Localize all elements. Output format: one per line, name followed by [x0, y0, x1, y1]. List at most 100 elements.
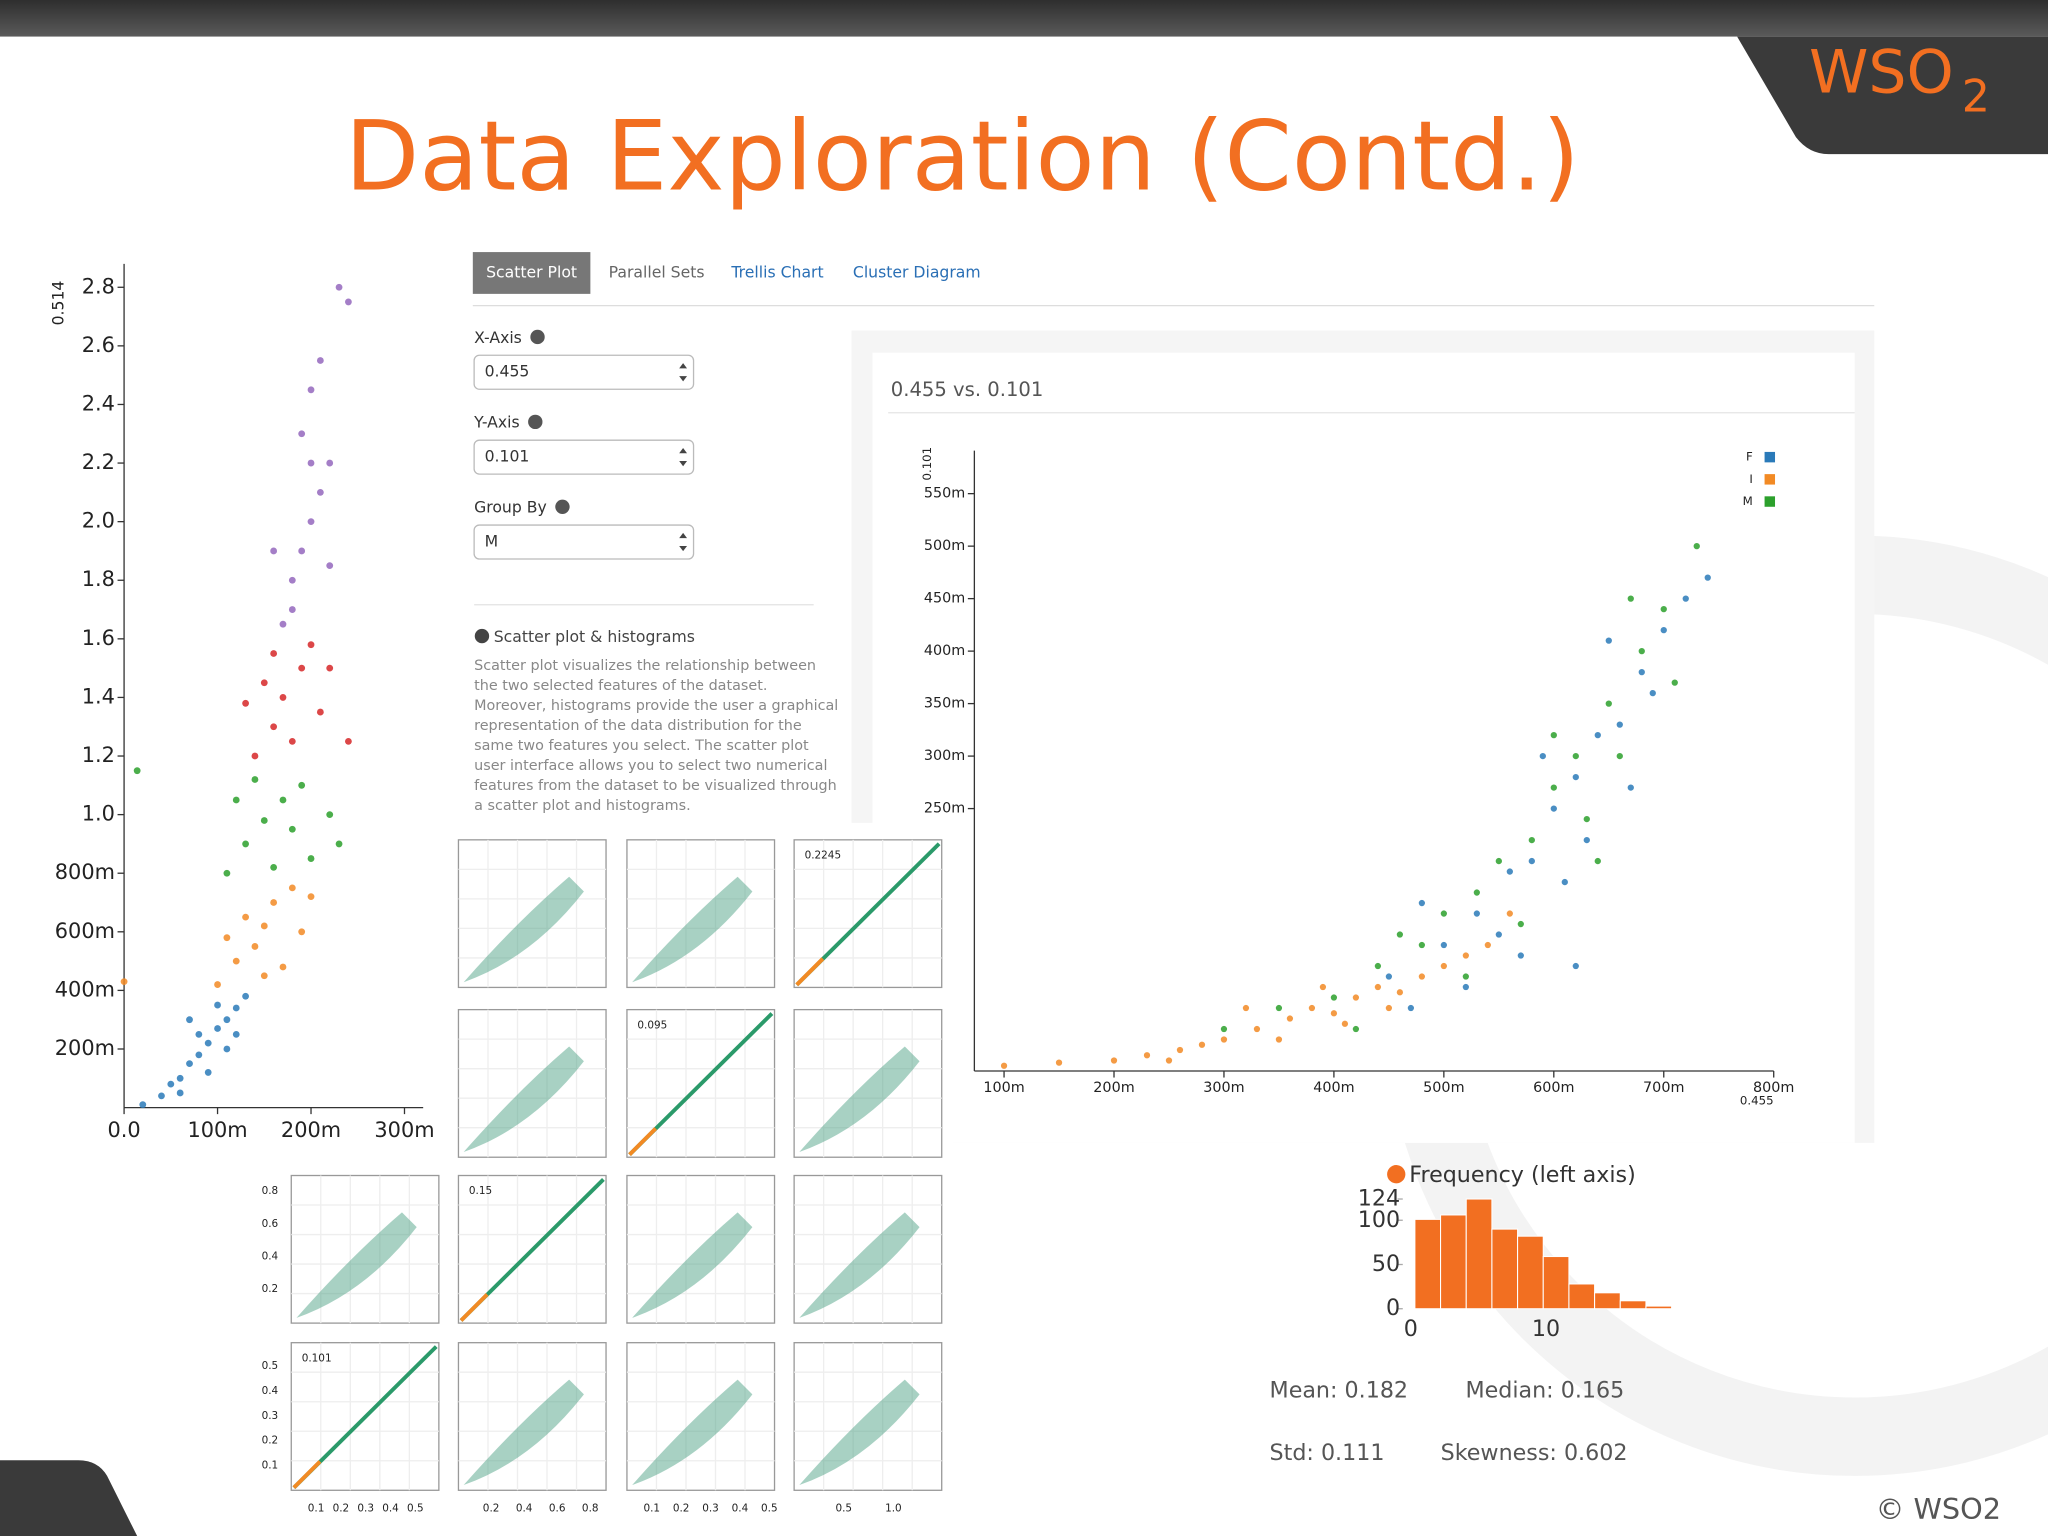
matrix-x-tick: 0.6	[549, 1503, 566, 1515]
active-tab[interactable]	[472, 252, 591, 294]
point	[316, 708, 324, 716]
select-value[interactable]: M	[485, 532, 499, 551]
chart-title: 0.455 vs. 0.101	[891, 378, 1044, 401]
point	[1682, 595, 1689, 602]
point	[288, 576, 296, 584]
panel-label: 0.2245	[805, 850, 842, 862]
point	[242, 992, 249, 1000]
point	[307, 459, 315, 467]
matrix-x-tick: 0.1	[643, 1503, 660, 1515]
matrix-x-tick: 1.0	[885, 1503, 902, 1515]
point	[1352, 994, 1360, 1001]
point	[307, 518, 315, 526]
point	[260, 972, 268, 980]
point	[1143, 1052, 1151, 1059]
point	[1561, 878, 1568, 886]
point	[1660, 626, 1667, 634]
tab[interactable]: Cluster Diagram	[853, 262, 981, 281]
point	[186, 1060, 193, 1068]
point	[232, 1030, 240, 1038]
point	[1374, 983, 1382, 991]
point	[1308, 1004, 1316, 1012]
point	[326, 811, 334, 819]
point	[1550, 731, 1557, 739]
y-axis-label: 0.101	[920, 447, 934, 481]
point	[232, 1004, 240, 1012]
point	[176, 1089, 184, 1097]
select-box[interactable]	[473, 354, 695, 390]
point	[133, 767, 141, 775]
point	[279, 620, 287, 628]
tab[interactable]: Scatter Plot	[486, 262, 577, 281]
slide-title: Data Exploration (Contd.)	[345, 100, 1580, 213]
info-line: same two features you select. The scatte…	[474, 738, 809, 754]
panel-label: 0.095	[637, 1019, 667, 1031]
bar	[1440, 1214, 1467, 1310]
matrix-y-tick: 0.5	[262, 1360, 279, 1372]
point	[307, 893, 315, 901]
legend-label[interactable]: Frequency (left axis)	[1409, 1162, 1635, 1188]
point	[232, 796, 240, 804]
point	[232, 957, 240, 965]
select-box[interactable]	[473, 524, 695, 560]
point	[279, 963, 287, 971]
logo-tab	[1737, 36, 2048, 155]
matrix-y-tick: 0.2	[262, 1435, 279, 1447]
select-box[interactable]	[473, 439, 695, 475]
panel-cloud	[799, 1379, 920, 1486]
y-tick-label: 350m	[924, 696, 965, 712]
tab[interactable]: Parallel Sets	[609, 262, 705, 281]
select-value[interactable]: 0.101	[485, 447, 530, 466]
point	[298, 781, 306, 789]
point	[242, 840, 249, 848]
x-tick-label: 0.0	[107, 1118, 140, 1142]
matrix-y-tick: 0.1	[262, 1459, 279, 1471]
point	[223, 869, 231, 877]
matrix-y-tick: 0.2	[262, 1283, 279, 1295]
legend-marker[interactable]	[1387, 1165, 1406, 1184]
info-line: Scatter plot visualizes the relationship…	[474, 658, 816, 674]
matrix-y-tick: 0.4	[262, 1250, 279, 1262]
panel-diagonal	[292, 1460, 322, 1490]
point	[158, 1092, 165, 1100]
point	[1055, 1059, 1063, 1066]
point	[1286, 1015, 1294, 1022]
point	[214, 1001, 221, 1009]
point	[298, 664, 306, 672]
info-icon	[474, 628, 490, 644]
x-tick-label: 800m	[1753, 1080, 1794, 1096]
bar	[1645, 1305, 1673, 1310]
logo: WSO	[1809, 37, 1954, 107]
y-tick-label: 400m	[924, 643, 965, 659]
panel-cloud	[463, 1046, 584, 1152]
y-tick-label: 200m	[55, 1036, 115, 1060]
point	[1627, 595, 1634, 602]
legend-label[interactable]: I	[1749, 472, 1752, 486]
select-arrow	[679, 532, 688, 552]
point	[1462, 983, 1469, 991]
legend-swatch[interactable]	[1764, 451, 1776, 463]
legend-swatch[interactable]	[1764, 474, 1776, 485]
point	[260, 679, 268, 687]
point	[1396, 989, 1404, 996]
legend-label[interactable]: M	[1743, 494, 1753, 508]
top-bar	[0, 0, 2048, 37]
point	[1583, 836, 1590, 844]
y-tick-label: 2.6	[82, 333, 115, 357]
select-value[interactable]: 0.455	[485, 362, 530, 381]
point	[1462, 973, 1469, 980]
point	[1253, 1025, 1261, 1033]
y-axis-label: 0.514	[48, 281, 67, 326]
legend-swatch[interactable]	[1764, 496, 1776, 507]
point	[1594, 731, 1601, 739]
y-tick-label: 800m	[55, 860, 115, 884]
point	[167, 1080, 175, 1088]
point	[1660, 605, 1667, 613]
point	[214, 981, 221, 988]
help-icon	[530, 329, 545, 345]
bar	[1465, 1198, 1493, 1310]
tab[interactable]: Trellis Chart	[730, 262, 823, 281]
legend-label[interactable]: F	[1746, 450, 1753, 464]
point	[242, 699, 249, 707]
matrix-panel	[793, 1342, 943, 1491]
